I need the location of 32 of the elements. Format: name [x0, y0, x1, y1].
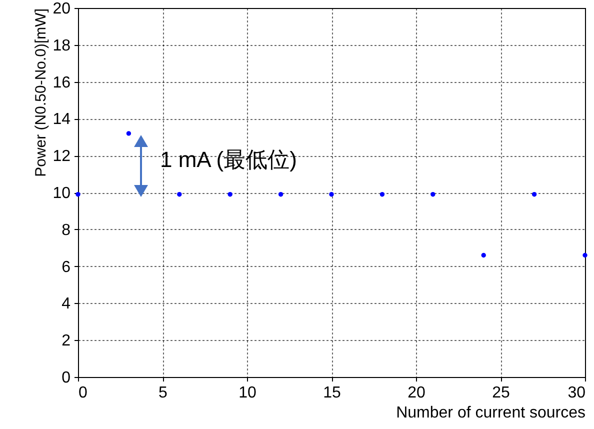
point — [532, 192, 537, 197]
y-tick-label: 6 — [62, 258, 71, 276]
point — [582, 252, 588, 258]
x-tick-label: 10 — [238, 384, 256, 402]
point — [228, 192, 232, 197]
y-tick-label: 2 — [62, 332, 71, 350]
annotation: 1 mA (最低位) — [160, 147, 297, 172]
point — [177, 192, 182, 197]
y-tick-label: 0 — [62, 370, 71, 386]
y-tick-label: 12 — [52, 148, 71, 166]
point — [329, 192, 334, 197]
point — [126, 131, 132, 136]
x-tick-label: 5 — [158, 384, 168, 402]
y-tick-label: 18 — [52, 37, 71, 54]
y-tick-label: 4 — [62, 296, 71, 313]
point — [430, 192, 436, 197]
x-tick-label: 15 — [323, 384, 341, 402]
y-tick-label: 10 — [52, 185, 71, 202]
y-tick-label: 14 — [52, 111, 71, 128]
y-tick-label: 16 — [52, 74, 71, 92]
x-tick-label: 20 — [408, 384, 426, 402]
x-axis-title: Number of current sources — [396, 404, 586, 422]
x-tick-label: 30 — [568, 384, 586, 402]
y-tick-label: 20 — [52, 0, 71, 18]
y-axis-title: Power (N0.50-No.0)[mW] — [32, 8, 50, 177]
point — [278, 192, 284, 197]
point — [76, 192, 80, 197]
point — [380, 192, 385, 197]
x-tick-label: 0 — [78, 384, 88, 402]
point — [481, 252, 486, 258]
x-tick-label: 25 — [492, 384, 510, 402]
y-tick-label: 8 — [62, 222, 71, 239]
